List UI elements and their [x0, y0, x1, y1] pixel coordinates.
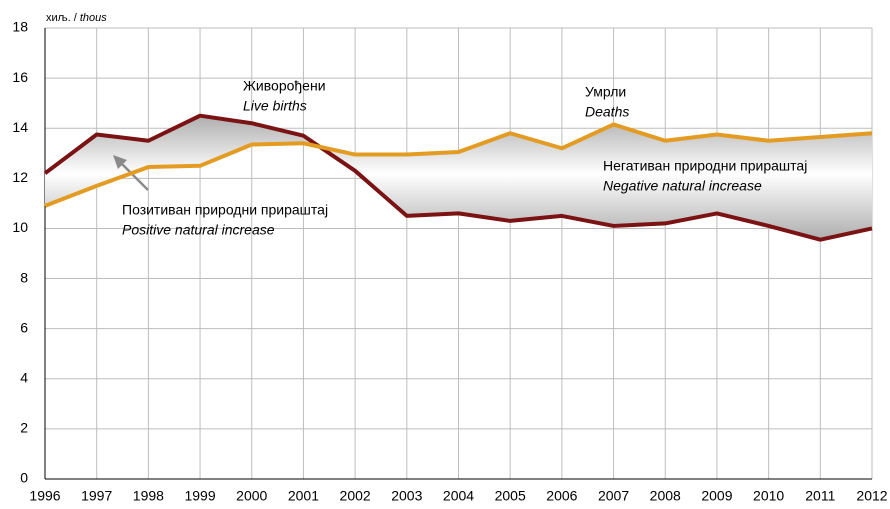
- x-tick-label: 2009: [701, 488, 732, 504]
- annotation: Позитиван природни прираштај: [122, 202, 328, 218]
- x-tick-label: 2002: [340, 488, 371, 504]
- y-tick-label: 16: [12, 69, 28, 85]
- y-tick-label: 8: [20, 269, 28, 285]
- x-tick-label: 2006: [546, 488, 577, 504]
- x-tick-label: 2003: [391, 488, 422, 504]
- annotation-en: Live births: [243, 98, 307, 114]
- annotation: Живорођени: [243, 78, 326, 94]
- x-tick-label: 1996: [29, 488, 60, 504]
- y-tick-label: 0: [20, 470, 28, 486]
- annotation: Умрли: [585, 84, 626, 100]
- x-tick-label: 2004: [443, 488, 474, 504]
- y-tick-label: 14: [12, 119, 28, 135]
- y-tick-label: 18: [12, 19, 28, 35]
- unit-label: хиљ. / thous: [46, 12, 107, 24]
- arrow: [119, 161, 149, 191]
- series-line: [43, 113, 873, 242]
- gap-area: [45, 115, 872, 240]
- unit: хиљ. /: [46, 12, 78, 24]
- y-tick-label: 10: [12, 219, 28, 235]
- series-line: [44, 122, 873, 208]
- x-tick-label: 2001: [288, 488, 319, 504]
- x-tick-label: 2010: [753, 488, 784, 504]
- background: [44, 27, 873, 480]
- annotation-en: Negative natural increase: [603, 178, 762, 194]
- x-tick-label: 2012: [856, 488, 887, 504]
- x-tick-label: 2000: [236, 488, 267, 504]
- x-tick-label: 2008: [650, 488, 681, 504]
- x-tick-label: 2007: [598, 488, 629, 504]
- x-tick-label: 1999: [184, 488, 215, 504]
- arrow-head: [113, 155, 127, 169]
- x-tick-label: 1998: [133, 488, 164, 504]
- y-tick-label: 12: [12, 169, 28, 185]
- x-tick-label: 2011: [805, 488, 835, 504]
- annotation: Негативан природни прираштај: [603, 158, 807, 174]
- y-tick-label: 2: [20, 420, 28, 436]
- unit-en: thous: [80, 12, 107, 24]
- y-tick-label: 4: [20, 369, 28, 385]
- x-tick-label: 2005: [495, 488, 526, 504]
- x-tick-label: 1997: [81, 488, 112, 504]
- y-tick-label: 6: [20, 319, 28, 335]
- annotation-en: Positive natural increase: [122, 222, 275, 238]
- annotation-en: Deaths: [585, 104, 629, 120]
